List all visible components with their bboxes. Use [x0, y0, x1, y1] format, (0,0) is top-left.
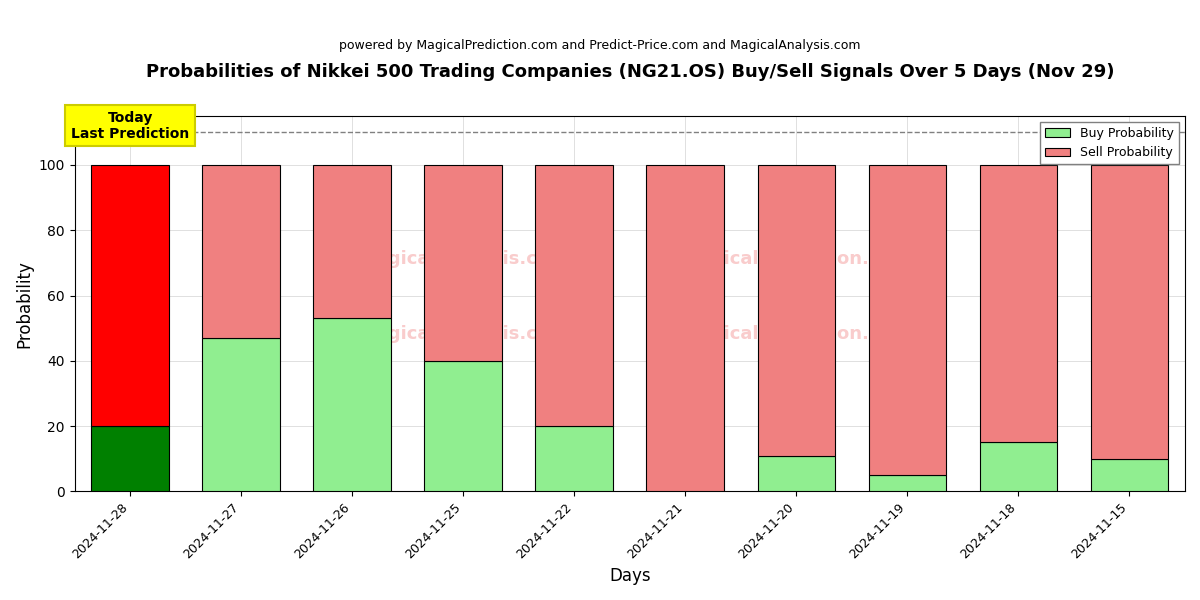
Bar [535, 165, 613, 426]
Text: MagicalAnalysis.com: MagicalAnalysis.com [359, 325, 569, 343]
Bar [979, 165, 1057, 442]
Text: MagicalPrediction.com: MagicalPrediction.com [682, 325, 911, 343]
Bar [313, 319, 391, 491]
Legend: Buy Probability, Sell Probability: Buy Probability, Sell Probability [1040, 122, 1178, 164]
Bar [313, 165, 391, 319]
Bar [535, 426, 613, 491]
Text: MagicalAnalysis.com: MagicalAnalysis.com [359, 250, 569, 268]
Bar [869, 475, 947, 491]
Bar [1091, 165, 1169, 459]
Y-axis label: Probability: Probability [16, 260, 34, 347]
Bar [425, 165, 502, 361]
Bar [203, 165, 280, 338]
Title: Probabilities of Nikkei 500 Trading Companies (NG21.OS) Buy/Sell Signals Over 5 : Probabilities of Nikkei 500 Trading Comp… [145, 63, 1114, 81]
Bar [203, 338, 280, 491]
Bar [425, 361, 502, 491]
Text: powered by MagicalPrediction.com and Predict-Price.com and MagicalAnalysis.com: powered by MagicalPrediction.com and Pre… [340, 39, 860, 52]
Bar [91, 426, 169, 491]
Bar [757, 455, 835, 491]
Bar [647, 165, 725, 491]
Bar [757, 165, 835, 455]
Bar [91, 165, 169, 426]
Bar [979, 442, 1057, 491]
Bar [1091, 459, 1169, 491]
Text: MagicalPrediction.com: MagicalPrediction.com [682, 250, 911, 268]
Text: Today
Last Prediction: Today Last Prediction [71, 110, 190, 141]
Bar [869, 165, 947, 475]
X-axis label: Days: Days [610, 567, 650, 585]
